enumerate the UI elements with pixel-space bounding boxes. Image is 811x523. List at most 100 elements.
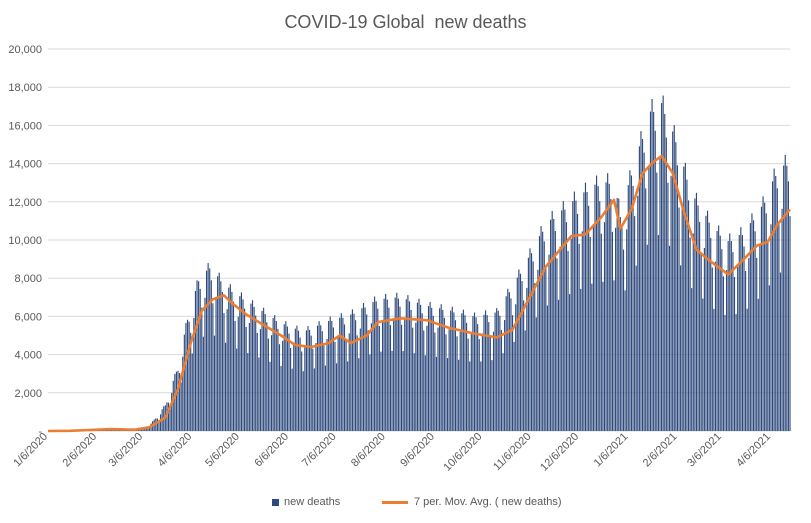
bar — [477, 324, 479, 431]
bar — [186, 319, 189, 431]
bar — [751, 213, 753, 431]
bar — [621, 224, 623, 431]
bar — [294, 328, 296, 431]
bar — [556, 258, 558, 431]
bar — [553, 218, 555, 431]
bar — [684, 162, 686, 431]
bar — [638, 146, 640, 431]
bar — [716, 230, 718, 431]
bar — [465, 322, 468, 431]
bar — [524, 330, 526, 431]
bar — [483, 314, 485, 431]
bar — [301, 351, 303, 431]
legend-line-swatch — [382, 500, 408, 504]
bar — [221, 292, 223, 431]
bar — [559, 246, 561, 431]
bar — [526, 287, 528, 431]
bar — [542, 231, 544, 431]
bar — [502, 353, 504, 431]
bar — [510, 298, 512, 431]
bar — [507, 288, 509, 431]
bar — [681, 204, 683, 431]
bar — [177, 370, 179, 431]
y-tick-label: 12,000 — [8, 197, 42, 209]
bar — [680, 265, 682, 431]
bar — [351, 309, 353, 431]
bar — [388, 307, 390, 431]
y-tick-label: 6,000 — [14, 311, 42, 323]
bar — [364, 307, 366, 431]
bar — [201, 307, 203, 431]
chart-legend: new deaths 7 per. Mov. Avg. ( new deaths… — [0, 496, 811, 516]
bar — [389, 325, 392, 431]
bar — [575, 200, 577, 431]
bar — [355, 320, 357, 431]
bar — [485, 310, 487, 431]
bar — [324, 365, 327, 431]
bar — [678, 207, 680, 431]
bar — [191, 353, 193, 431]
bar — [323, 344, 325, 431]
legend-item-bars: new deaths — [272, 496, 340, 508]
bar — [499, 315, 501, 431]
bar — [784, 155, 786, 431]
bar — [733, 276, 736, 431]
bar — [749, 223, 751, 431]
bar — [719, 235, 721, 431]
bar — [370, 323, 373, 431]
bar — [442, 309, 444, 431]
bar — [462, 309, 464, 431]
bar — [548, 254, 550, 431]
bar — [730, 241, 732, 431]
bar — [752, 220, 755, 431]
bar — [475, 317, 477, 431]
bar — [637, 195, 639, 431]
bar — [453, 312, 455, 431]
bar — [334, 341, 336, 431]
bar — [765, 213, 767, 431]
bar — [700, 253, 702, 431]
y-tick-label: 20,000 — [8, 44, 42, 56]
bar — [500, 330, 503, 431]
bar — [218, 272, 220, 431]
bar — [754, 231, 756, 431]
bar — [597, 186, 599, 431]
x-tick-label: 3/6/2021 — [685, 431, 724, 470]
bar — [714, 261, 717, 431]
bar — [253, 306, 255, 431]
bar — [737, 266, 739, 431]
bar — [182, 356, 184, 431]
bar-series — [49, 95, 791, 432]
bar — [632, 185, 634, 431]
bar — [242, 299, 244, 431]
bar — [416, 302, 418, 431]
bar — [375, 301, 377, 431]
bar — [396, 292, 398, 431]
bar — [315, 342, 317, 431]
bar — [171, 392, 173, 431]
bar — [760, 206, 763, 431]
bar — [212, 303, 214, 431]
bar — [383, 298, 385, 431]
bar — [385, 293, 387, 431]
bar — [735, 314, 737, 431]
bar — [237, 316, 239, 431]
bar — [274, 315, 276, 431]
bar — [445, 334, 447, 431]
bar — [283, 324, 285, 431]
bar — [787, 181, 789, 431]
bar — [190, 332, 192, 431]
bar — [726, 270, 728, 431]
bar — [607, 173, 609, 431]
bar — [713, 308, 715, 431]
bar — [618, 198, 620, 431]
bar — [250, 303, 252, 431]
bar — [775, 175, 777, 431]
bar — [646, 244, 648, 431]
bar — [427, 306, 430, 431]
bar — [188, 321, 190, 431]
bar — [672, 131, 674, 431]
bar — [402, 351, 404, 431]
bar — [540, 226, 542, 431]
bar — [450, 310, 452, 431]
